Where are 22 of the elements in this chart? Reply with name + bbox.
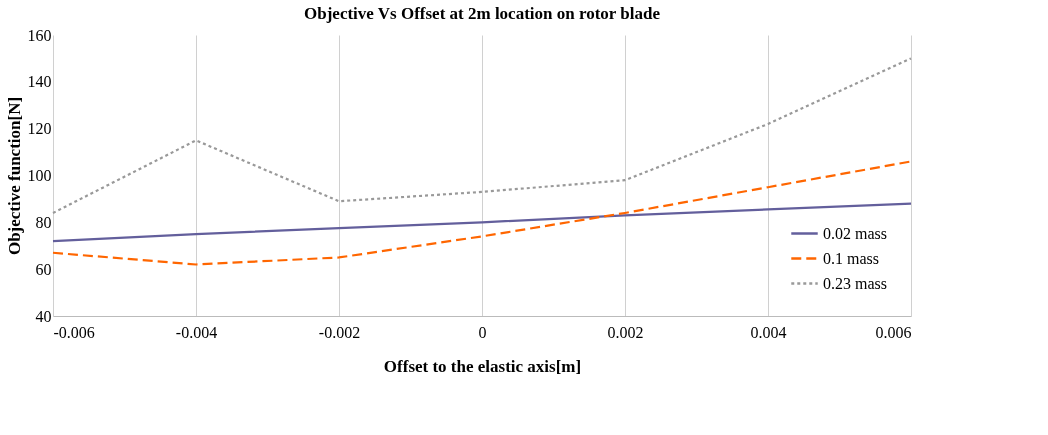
legend-label: 0.23 mass bbox=[823, 274, 887, 292]
x-axis-title: Offset to the elastic axis[m] bbox=[383, 356, 582, 376]
legend-label: 0.02 mass bbox=[823, 224, 887, 242]
x-tick-label: 0.006 bbox=[875, 323, 912, 341]
y-tick-label: 120 bbox=[27, 120, 52, 138]
y-tick-label: 80 bbox=[35, 213, 52, 231]
line-series bbox=[51, 57, 913, 215]
x-tick-label: 0 bbox=[478, 323, 487, 341]
x-tick-label: -0.002 bbox=[318, 323, 361, 341]
chart-title: Objective Vs Offset at 2m location on rotor blade bbox=[303, 4, 661, 23]
y-tick-label: 60 bbox=[35, 260, 52, 278]
y-tick-label: 140 bbox=[27, 73, 52, 91]
y-tick-label: 100 bbox=[27, 167, 52, 184]
legend-label: 0.1 mass bbox=[823, 249, 879, 267]
x-tick-label: 0.004 bbox=[750, 323, 787, 341]
x-tick-label: -0.004 bbox=[175, 323, 218, 341]
line-series bbox=[51, 202, 913, 243]
y-axis-title: Objective function[N] bbox=[4, 96, 24, 256]
x-tick-label: 0.002 bbox=[607, 323, 644, 341]
x-tick-label: -0.006 bbox=[53, 323, 95, 341]
y-tick-label: 160 bbox=[27, 26, 52, 44]
y-tick-label: 40 bbox=[35, 307, 52, 325]
